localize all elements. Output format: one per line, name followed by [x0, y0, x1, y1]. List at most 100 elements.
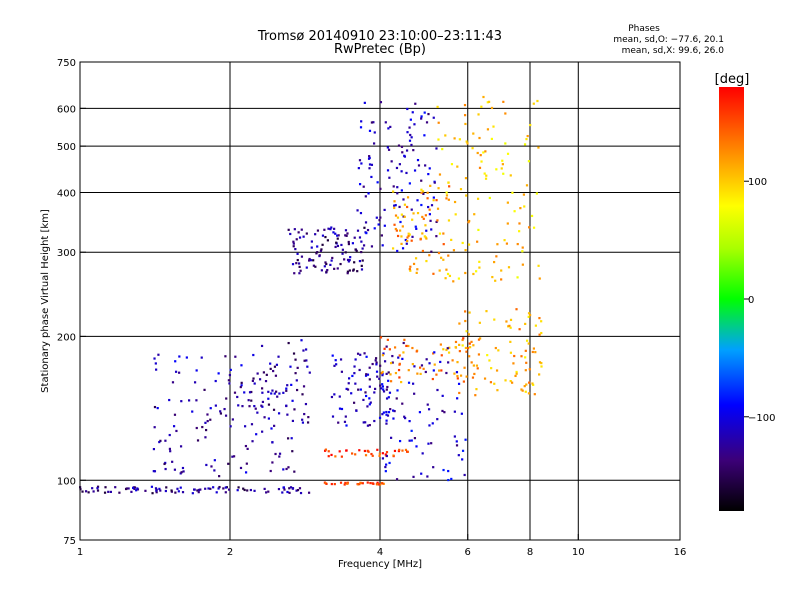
data-point: [486, 128, 490, 131]
data-point: [353, 365, 356, 368]
data-point: [393, 206, 396, 210]
data-point: [426, 191, 429, 194]
data-point: [411, 111, 414, 114]
data-point: [282, 468, 285, 471]
data-point: [299, 269, 302, 272]
data-point: [411, 218, 414, 221]
data-point: [363, 101, 366, 104]
data-point: [256, 372, 259, 375]
data-point: [276, 395, 279, 398]
y-axis-label: Stationary phase Virtual Height [km]: [40, 209, 51, 393]
data-point: [537, 146, 540, 149]
data-point: [408, 233, 411, 236]
data-point: [398, 163, 401, 166]
data-point: [515, 372, 518, 375]
data-point: [368, 366, 371, 369]
data-point: [528, 381, 531, 384]
data-point: [441, 147, 444, 151]
data-point: [438, 173, 442, 176]
data-point: [206, 419, 209, 423]
data-point: [305, 359, 308, 362]
data-point: [209, 407, 212, 410]
data-point: [304, 402, 308, 406]
data-point: [445, 197, 448, 200]
data-point: [241, 405, 244, 408]
data-point: [367, 192, 370, 195]
data-point: [302, 385, 306, 388]
data-point: [285, 387, 288, 390]
data-point: [497, 349, 500, 352]
data-point: [295, 388, 299, 392]
data-point: [333, 483, 336, 486]
data-point: [446, 272, 450, 276]
data-point: [195, 399, 198, 402]
data-point: [277, 487, 281, 491]
data-point: [302, 349, 305, 352]
data-point: [204, 487, 207, 490]
data-point: [358, 259, 362, 263]
data-point: [293, 470, 296, 473]
data-point: [537, 264, 540, 267]
data-point: [366, 424, 370, 427]
data-point: [439, 360, 442, 364]
data-point: [324, 261, 327, 264]
data-point: [415, 227, 418, 230]
data-point: [292, 240, 295, 243]
data-point: [236, 489, 239, 492]
data-point: [415, 350, 418, 353]
data-point: [197, 488, 201, 492]
data-point: [454, 346, 457, 349]
data-point: [344, 481, 347, 485]
data-point: [492, 125, 495, 128]
data-point: [437, 251, 441, 255]
data-point: [346, 272, 349, 275]
data-point: [392, 454, 395, 457]
data-point: [456, 361, 459, 364]
data-point: [301, 418, 304, 421]
data-point: [422, 367, 425, 370]
data-point: [448, 185, 451, 188]
data-point: [339, 358, 343, 361]
data-point: [164, 489, 167, 493]
data-point: [249, 488, 252, 492]
data-point: [385, 397, 389, 400]
data-point: [366, 481, 369, 484]
data-point: [378, 416, 382, 419]
data-point: [272, 369, 275, 373]
data-point: [464, 346, 468, 350]
data-point: [227, 379, 230, 382]
data-point: [385, 463, 388, 466]
data-point: [408, 139, 412, 142]
data-point: [387, 371, 390, 374]
data-point: [428, 254, 431, 257]
data-point: [416, 372, 419, 375]
data-point: [347, 260, 350, 263]
chart-subtitle: RwPretec (Bp): [334, 42, 426, 57]
data-point: [96, 485, 100, 488]
data-point: [433, 351, 436, 354]
data-point: [360, 250, 363, 254]
data-point: [187, 399, 191, 402]
data-point: [354, 358, 357, 361]
data-point: [467, 333, 470, 336]
data-point: [495, 168, 498, 171]
data-point: [298, 236, 302, 239]
data-point: [420, 179, 423, 182]
data-point: [271, 441, 274, 444]
data-point: [508, 324, 511, 327]
data-point: [464, 438, 467, 441]
data-point: [363, 449, 367, 453]
data-point: [125, 487, 128, 490]
data-point: [411, 362, 414, 366]
data-point: [168, 447, 172, 450]
data-point: [418, 366, 422, 369]
data-point: [335, 241, 338, 244]
data-point: [511, 381, 514, 384]
data-point: [388, 176, 391, 179]
data-point: [432, 466, 435, 469]
data-point: [383, 360, 387, 363]
data-point: [206, 413, 209, 416]
data-point: [393, 410, 396, 413]
data-point: [301, 421, 305, 424]
data-point: [437, 138, 440, 141]
